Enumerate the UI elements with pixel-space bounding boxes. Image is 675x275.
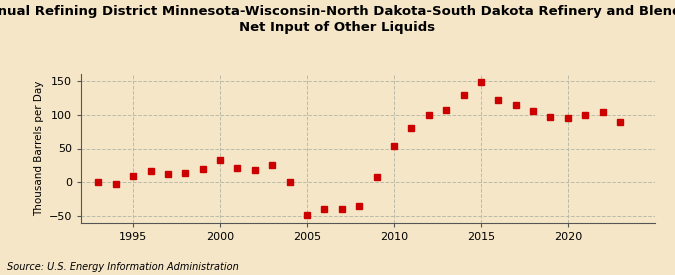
Text: Source: U.S. Energy Information Administration: Source: U.S. Energy Information Administ… <box>7 262 238 272</box>
Y-axis label: Thousand Barrels per Day: Thousand Barrels per Day <box>34 81 45 216</box>
Text: Annual Refining District Minnesota-Wisconsin-North Dakota-South Dakota Refinery : Annual Refining District Minnesota-Wisco… <box>0 6 675 34</box>
